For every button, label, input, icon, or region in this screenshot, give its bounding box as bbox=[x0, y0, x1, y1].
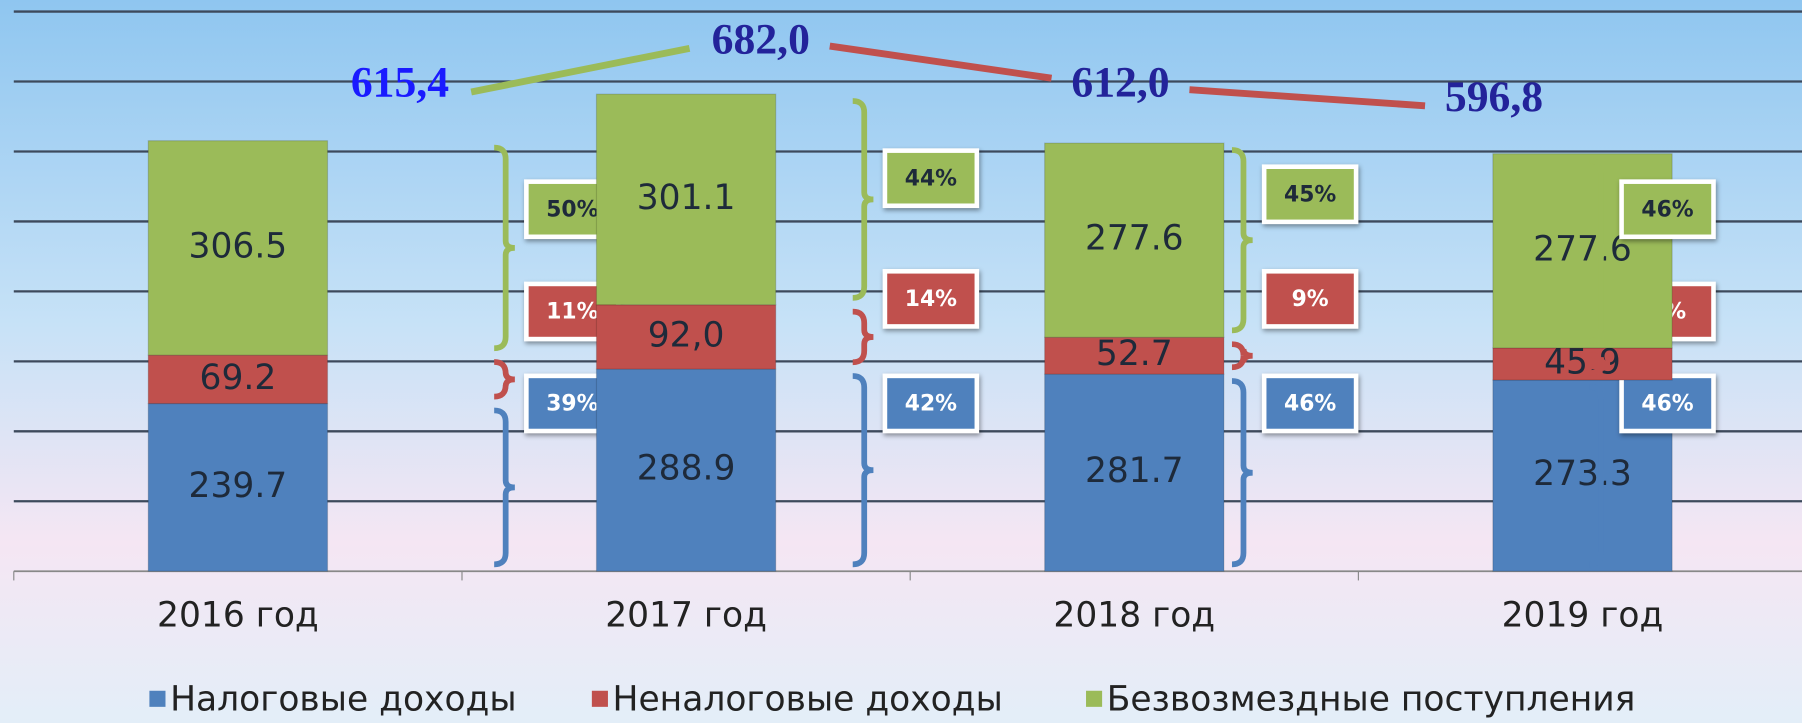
legend-label: Налоговые доходы bbox=[170, 680, 517, 720]
data-label: 277.6 bbox=[1533, 229, 1632, 269]
data-label: 277.6 bbox=[1085, 219, 1184, 259]
share-box bbox=[1619, 373, 1716, 434]
share-label: 42% bbox=[905, 392, 957, 417]
bar-segment bbox=[147, 402, 329, 572]
data-label: 52.7 bbox=[1096, 334, 1173, 374]
legend-swatch bbox=[1086, 690, 1103, 707]
share-box bbox=[1261, 164, 1359, 225]
x-tick-label: 2018 год bbox=[1053, 596, 1215, 636]
share-label: 45% bbox=[1284, 182, 1336, 207]
brace bbox=[494, 144, 515, 352]
total-connector bbox=[1189, 86, 1426, 110]
legend-swatch bbox=[591, 690, 608, 707]
share-label: 44% bbox=[905, 166, 957, 191]
legend-label: Неналоговые доходы bbox=[613, 680, 1003, 720]
bar-segment bbox=[1044, 336, 1225, 375]
share-box bbox=[882, 268, 980, 329]
x-tick-label: 2017 год bbox=[605, 596, 767, 636]
data-label: 301.1 bbox=[637, 178, 736, 218]
share-box bbox=[1261, 373, 1359, 434]
share-label: 14% bbox=[905, 287, 957, 312]
brace bbox=[1231, 341, 1253, 371]
x-tick-label: 2019 год bbox=[1502, 596, 1664, 636]
bar-segment bbox=[1044, 142, 1225, 338]
data-label: 306.5 bbox=[189, 226, 288, 266]
brace bbox=[1231, 378, 1253, 568]
data-label: 288.9 bbox=[637, 449, 736, 489]
brace bbox=[494, 407, 515, 568]
total-connector bbox=[829, 42, 1053, 82]
brace bbox=[852, 308, 874, 366]
share-label: 46% bbox=[1641, 197, 1693, 222]
bar-segment bbox=[595, 304, 777, 370]
data-label: 239.7 bbox=[189, 466, 288, 506]
brace bbox=[1231, 147, 1253, 334]
brace bbox=[494, 359, 515, 400]
brace bbox=[1589, 351, 1611, 377]
data-label: 92,0 bbox=[648, 315, 725, 355]
legend-label: Безвозмездные поступления bbox=[1107, 680, 1636, 720]
x-tick-label: 2016 год bbox=[157, 596, 319, 636]
total-label: 596,8 bbox=[1445, 73, 1543, 121]
data-label: 273.3 bbox=[1533, 454, 1632, 494]
share-label: 46% bbox=[1284, 392, 1336, 417]
total-label: 612,0 bbox=[1071, 58, 1169, 106]
share-label: 46% bbox=[1641, 392, 1693, 417]
share-box bbox=[1261, 268, 1359, 329]
total-connector bbox=[470, 44, 691, 96]
data-label: 281.7 bbox=[1085, 451, 1184, 491]
data-label: 69.2 bbox=[200, 358, 277, 398]
share-box bbox=[882, 373, 980, 434]
bar-segment bbox=[595, 368, 777, 572]
total-label: 615,4 bbox=[351, 58, 449, 106]
share-box bbox=[1619, 179, 1716, 240]
brace bbox=[852, 98, 874, 301]
bar-segment bbox=[147, 354, 329, 405]
brace bbox=[1589, 384, 1611, 568]
share-label: 9% bbox=[1292, 287, 1329, 312]
bar-segment bbox=[595, 93, 777, 306]
share-label: 11% bbox=[546, 300, 598, 325]
bar-segment bbox=[147, 140, 329, 356]
total-label: 682,0 bbox=[712, 16, 810, 64]
brace bbox=[1589, 157, 1611, 344]
bar-segment bbox=[1044, 373, 1225, 572]
legend-swatch bbox=[149, 690, 166, 707]
brace bbox=[852, 373, 874, 568]
share-label: 50% bbox=[546, 197, 598, 222]
share-label: 39% bbox=[546, 392, 598, 417]
share-box bbox=[882, 148, 980, 209]
